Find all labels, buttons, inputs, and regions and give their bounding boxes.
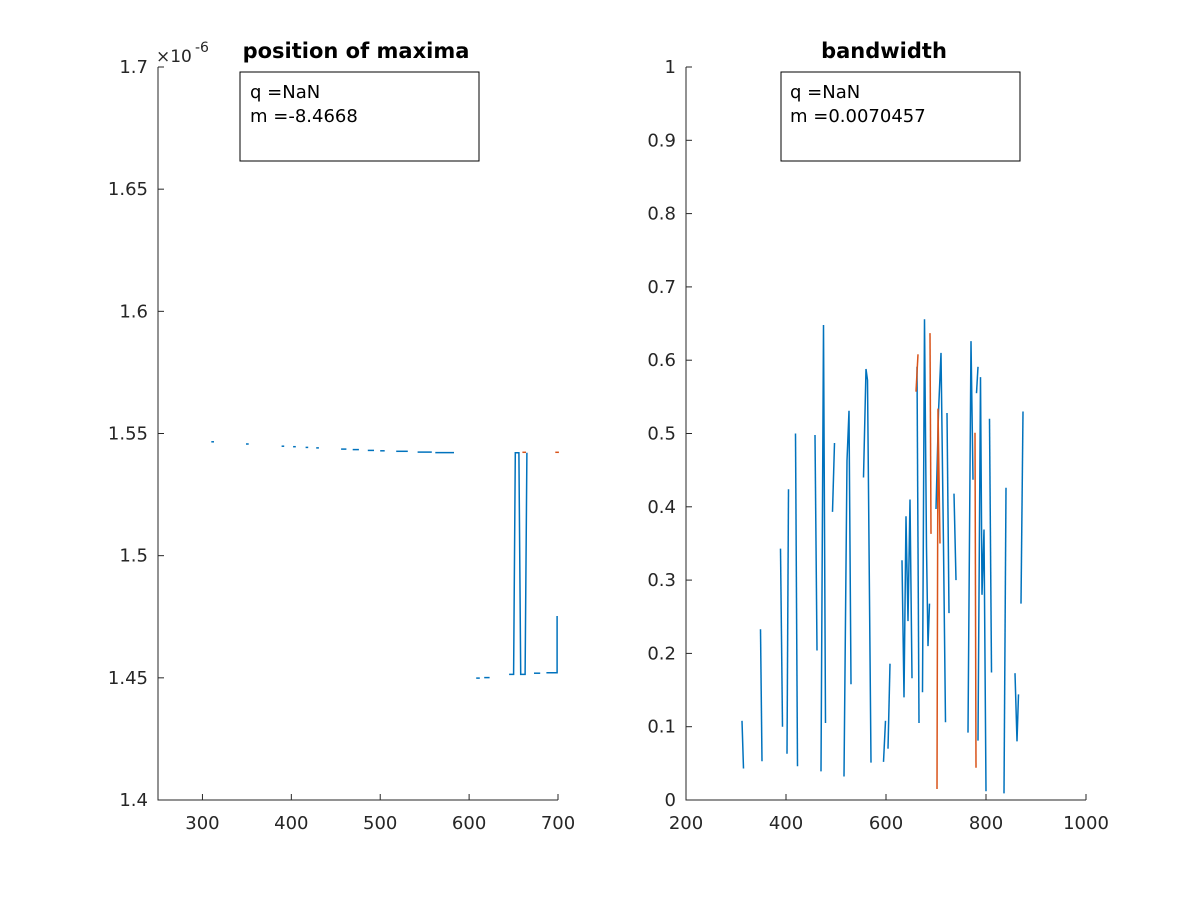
right-y-tick-label: 0.2 (647, 643, 676, 664)
left-y-tick-label: 1.6 (119, 301, 148, 322)
right-y-tick-label: 0.6 (647, 350, 676, 371)
right-series-1-segment-18 (953, 493, 957, 581)
left-x-tick-label: 700 (541, 813, 575, 834)
right-series-1-segment-17 (946, 412, 950, 614)
right-series-1-segment-8 (831, 442, 836, 512)
right-y-tick-label: 0.7 (647, 277, 676, 298)
right-series-1-segment-20 (977, 377, 987, 792)
left-annotation-box: q =NaN m =-8.4668 (239, 71, 480, 162)
right-y-tick-label: 0.3 (647, 570, 676, 591)
right-y-tick-label: 0.8 (647, 204, 676, 225)
left-y-tick-label: 1.45 (108, 668, 148, 689)
right-axis-lines (685, 67, 1086, 801)
left-annotation-q: q =NaN (250, 82, 320, 103)
right-x-tick-label: 400 (769, 813, 803, 834)
left-x-tick-label: 400 (274, 813, 308, 834)
right-series-1-segment-14 (916, 366, 920, 724)
right-series-1-segment-1 (741, 720, 745, 769)
right-series-1-segment-9 (843, 410, 852, 777)
right-series-1-segment-11 (882, 720, 887, 762)
right-axes: bandwidth 00.10.20.30.40.50.60.70.80.91 … (647, 39, 1109, 834)
right-series-1-segment-7 (820, 324, 827, 772)
right-series-1-segment-13 (901, 499, 913, 698)
right-series-1-segment-4 (786, 489, 790, 754)
left-series-1-segment-16 (509, 452, 528, 676)
left-axis-lines (157, 67, 558, 801)
right-series-1-segment-21 (988, 418, 993, 673)
right-x-tick-label: 200 (669, 813, 703, 834)
left-x-tick-label: 600 (452, 813, 486, 834)
right-series-1-segment-5 (794, 433, 799, 767)
right-series-1-segment-19 (967, 341, 974, 733)
right-y-tick-label: 1 (665, 57, 676, 78)
right-annotation-q: q =NaN (790, 82, 860, 103)
right-x-tick-label: 800 (969, 813, 1003, 834)
right-series-2-segment-1 (915, 354, 919, 392)
right-series-1-segment-3 (779, 548, 784, 727)
left-y-tick-label: 1.5 (119, 546, 148, 567)
right-series-1-segment-10 (862, 368, 872, 763)
right-series-1-segment-23 (1014, 673, 1020, 742)
right-annotation-box: q =NaN m =0.0070457 (780, 71, 1021, 162)
left-y-tick-label: 1.4 (119, 790, 148, 811)
right-series-1-segment-2 (759, 629, 763, 762)
left-y-tick-label: 1.7 (119, 57, 148, 78)
right-y-tick-label: 0.1 (647, 717, 676, 738)
right-chart-title: bandwidth (821, 39, 947, 63)
right-y-tick-label: 0.5 (647, 424, 676, 445)
left-chart-title: position of maxima (243, 39, 470, 63)
left-y-tick-label: 1.55 (108, 424, 148, 445)
right-x-tick-label: 1000 (1063, 813, 1109, 834)
right-y-tick-label: 0.4 (647, 497, 676, 518)
right-series-1-segment-12 (887, 663, 891, 749)
right-annotation-m: m =0.0070457 (790, 106, 926, 127)
right-series-1-segment-22 (1003, 487, 1007, 794)
right-y-tick-label: 0 (665, 790, 676, 811)
left-series-1-segment-18 (546, 616, 558, 674)
right-y-tick-label: 0.9 (647, 130, 676, 151)
exponent-power: -6 (195, 40, 209, 56)
right-x-tick-label: 600 (869, 813, 903, 834)
left-y-tick-label: 1.65 (108, 179, 148, 200)
right-series-1-segment-25 (975, 366, 979, 394)
left-exponent-label: ×10 -6 (156, 40, 209, 67)
right-series-2-segment-3 (936, 408, 941, 790)
left-axes: position of maxima ×10 -6 1.4 1.45 1.5 1.55… (108, 39, 575, 834)
left-annotation-m: m =-8.4668 (250, 106, 358, 127)
left-x-tick-label: 300 (185, 813, 219, 834)
right-series-2-segment-4 (974, 432, 977, 768)
right-series-2-segment-2 (929, 333, 932, 534)
right-series-1-segment-15 (921, 319, 931, 693)
right-series-1-segment-24 (1020, 411, 1024, 604)
left-x-tick-label: 500 (363, 813, 397, 834)
right-series-1-segment-6 (814, 434, 818, 651)
exponent-base: ×10 (156, 47, 192, 67)
